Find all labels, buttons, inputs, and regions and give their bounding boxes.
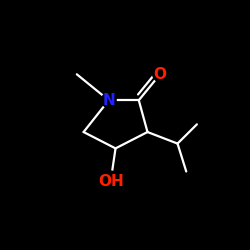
Circle shape bbox=[100, 171, 121, 191]
Text: O: O bbox=[154, 67, 166, 82]
Text: N: N bbox=[102, 93, 115, 108]
Circle shape bbox=[153, 67, 168, 82]
Circle shape bbox=[102, 93, 116, 108]
Text: OH: OH bbox=[98, 174, 124, 188]
